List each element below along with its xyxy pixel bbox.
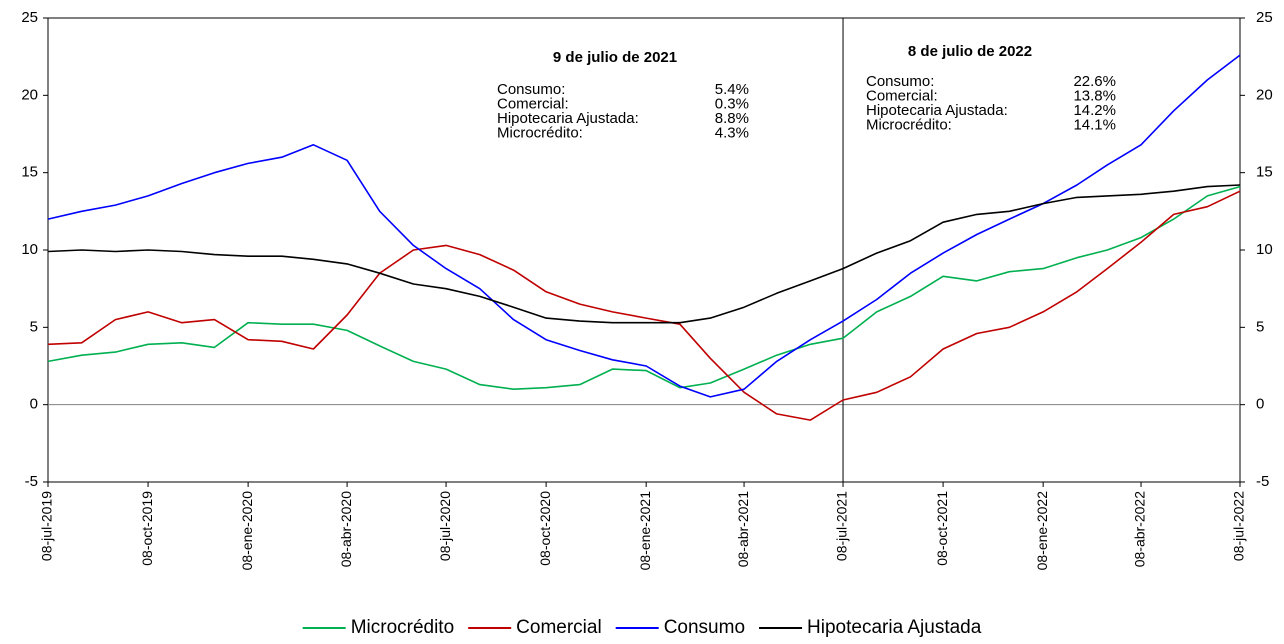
x-tick-label: 08-jul-2022 — [1231, 491, 1247, 561]
annotation-value: 4.3% — [715, 124, 749, 141]
x-tick-label: 08-abr-2022 — [1132, 491, 1148, 567]
y2-tick-label: 0 — [1256, 396, 1264, 413]
x-tick-label: 08-oct-2020 — [537, 491, 553, 566]
annotation-value: 14.2% — [1073, 102, 1116, 119]
series-line — [47, 190, 1241, 421]
x-tick-label: 08-ene-2022 — [1034, 491, 1050, 571]
y2-tick-label: 20 — [1256, 86, 1273, 103]
x-tick-label: 08-jul-2020 — [437, 491, 453, 561]
x-tick-label: 08-ene-2020 — [239, 491, 255, 571]
legend-label: Consumo — [664, 617, 745, 638]
annotation-value: 0.3% — [715, 95, 749, 112]
y2-tick-label: 5 — [1256, 318, 1264, 335]
annotation-title: 9 de julio de 2021 — [553, 49, 677, 66]
legend-label: Microcrédito — [351, 617, 454, 638]
annotation-label: Hipotecaria Ajustada: — [866, 102, 1008, 119]
x-tick-label: 08-abr-2020 — [338, 491, 354, 567]
x-tick-label: 08-oct-2021 — [934, 491, 950, 566]
y-tick-label: 0 — [30, 396, 38, 413]
y-tick-label: -5 — [25, 473, 38, 490]
x-tick-label: 08-jul-2019 — [39, 491, 55, 561]
x-tick-label: 08-oct-2019 — [139, 491, 155, 566]
y2-tick-label: 25 — [1256, 9, 1273, 26]
annotation-label: Consumo: — [866, 73, 934, 90]
legend-label: Comercial — [516, 617, 602, 638]
series-line — [47, 184, 1241, 324]
annotation-value: 22.6% — [1073, 73, 1116, 90]
annotation-label: Hipotecaria Ajustada: — [497, 110, 639, 127]
plot-frame — [47, 17, 1241, 483]
y2-tick-label: 15 — [1256, 164, 1273, 181]
annotation-value: 14.1% — [1073, 116, 1116, 133]
series-line — [47, 185, 1241, 390]
x-tick-label: 08-abr-2021 — [735, 491, 751, 567]
x-tick-label: 08-ene-2021 — [637, 491, 653, 571]
annotation-label: Comercial: — [866, 87, 938, 104]
legend-label: Hipotecaria Ajustada — [807, 617, 982, 638]
annotation-label: Microcrédito: — [497, 124, 583, 141]
y-tick-label: 5 — [30, 318, 38, 335]
annotation-title: 8 de julio de 2022 — [908, 43, 1032, 60]
annotation-label: Consumo: — [497, 81, 565, 98]
y2-tick-label: -5 — [1256, 473, 1269, 490]
y-tick-label: 10 — [21, 241, 38, 258]
annotation-label: Comercial: — [497, 95, 569, 112]
series-line — [47, 54, 1241, 398]
x-tick-label: 08-jul-2021 — [834, 491, 850, 561]
annotation-value: 13.8% — [1073, 87, 1116, 104]
annotation-label: Microcrédito: — [866, 116, 952, 133]
y-tick-label: 25 — [21, 9, 38, 26]
annotation-value: 8.8% — [715, 110, 749, 127]
y-tick-label: 20 — [21, 86, 38, 103]
y2-tick-label: 10 — [1256, 241, 1273, 258]
annotation-value: 5.4% — [715, 81, 749, 98]
y-tick-label: 15 — [21, 164, 38, 181]
